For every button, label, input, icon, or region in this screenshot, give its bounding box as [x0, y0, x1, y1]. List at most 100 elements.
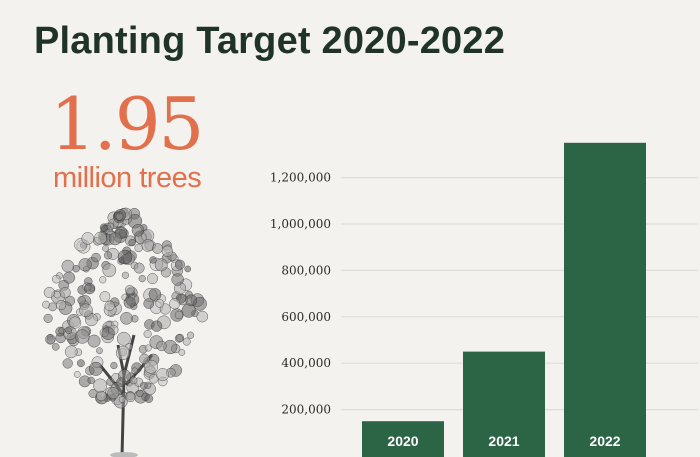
tree-leaf	[136, 389, 144, 398]
tree-leaf	[175, 259, 185, 270]
bar-2021	[463, 351, 545, 457]
tree-leaf	[61, 259, 75, 273]
tree-leaf	[171, 273, 184, 286]
tree-leaf	[45, 334, 56, 345]
tree-leaf	[178, 349, 186, 356]
tree-leaf	[144, 359, 158, 374]
tree-leaf	[196, 310, 209, 323]
bar-2020	[362, 421, 444, 457]
bar-label: 2021	[488, 433, 519, 449]
tree-leaf	[182, 337, 191, 346]
tree-illustration	[42, 207, 209, 457]
tree-leaf	[115, 345, 130, 360]
y-tick-label: 200,000	[281, 403, 331, 417]
tree-leaf	[88, 361, 103, 376]
tree-leaf	[73, 371, 81, 378]
total-trees-unit: million trees	[53, 162, 202, 194]
tree-leaf	[117, 249, 133, 265]
tree-leaf	[43, 286, 55, 299]
tree-leaf	[102, 245, 109, 252]
tree-leaf	[62, 358, 73, 369]
tree-leaf	[87, 376, 95, 384]
tree-leaf	[156, 340, 167, 352]
tree-leaf	[185, 294, 198, 307]
tree-leaf	[151, 320, 163, 332]
tree-leaf	[129, 376, 138, 385]
tree-leaf	[107, 387, 120, 400]
tree-leaf	[121, 271, 129, 279]
y-tick-label: 1,000,000	[270, 217, 331, 231]
tree-leaf	[64, 345, 78, 359]
tree-leaf	[156, 368, 170, 382]
tree-leaf	[104, 300, 115, 311]
tree-leaf	[148, 288, 162, 301]
tree-leaf	[174, 310, 184, 320]
tree-leaf	[77, 296, 86, 305]
tree-leaf	[125, 391, 136, 403]
tree-leaf	[115, 212, 124, 221]
tree-leaf	[169, 298, 181, 310]
tree-leaf	[147, 273, 158, 285]
tree-leaf	[140, 381, 148, 390]
tree-leaf	[161, 245, 173, 257]
tree-leaf	[42, 300, 50, 309]
tree-leaf	[186, 331, 195, 339]
tree-leaf	[52, 274, 61, 284]
y-tick-label: 400,000	[281, 356, 331, 370]
tree-leaf	[69, 316, 82, 329]
tree-leaf	[87, 334, 101, 348]
tree-leaf	[117, 331, 131, 346]
tree-leaf	[123, 296, 136, 309]
page-title: Planting Target 2020-2022	[34, 20, 506, 62]
tree-leaf	[91, 252, 101, 263]
bar-label: 2022	[589, 433, 620, 449]
tree-leaf	[94, 231, 107, 245]
tree-leaf	[108, 232, 122, 246]
y-tick-label: 800,000	[281, 263, 331, 277]
tree-leaf	[120, 312, 133, 325]
tree-leaf	[118, 396, 126, 403]
tree-leaf	[101, 326, 115, 340]
tree-leaf	[52, 343, 60, 351]
tree-leaf	[125, 285, 135, 295]
tree-leaf	[175, 333, 184, 342]
tree-leaf	[154, 258, 168, 272]
tree-leaf	[139, 353, 150, 365]
tree-leaf	[102, 263, 117, 278]
tree-leaf	[104, 251, 113, 260]
y-tick-label: 600,000	[281, 310, 331, 324]
tree-leaf	[78, 258, 92, 272]
tree-leaf	[116, 377, 126, 387]
tree-leaf	[144, 394, 154, 403]
tree-leaf	[43, 313, 53, 323]
tree-leaf	[96, 347, 103, 355]
tree-leaf	[93, 378, 108, 393]
tree-leaf	[149, 256, 157, 264]
tree-leaf	[77, 359, 85, 368]
tree-leaf	[143, 298, 155, 309]
tree-leaf	[128, 238, 136, 247]
bar-label: 2020	[387, 433, 418, 449]
tree-leaf	[75, 329, 90, 344]
tree-leaf	[110, 361, 118, 370]
tree-leaf	[81, 232, 94, 245]
tree-leaf	[131, 224, 145, 237]
tree-leaf	[133, 262, 145, 274]
tree-leaf	[184, 265, 191, 273]
tree-leaf	[143, 330, 152, 339]
tree-leaf	[99, 223, 108, 232]
tree-leaf	[65, 327, 73, 335]
total-trees-value: 1.95	[50, 82, 204, 166]
y-tick-label: 1,200,000	[270, 171, 331, 185]
tree-leaf	[155, 299, 164, 308]
tree-leaf	[79, 303, 93, 318]
tree-leaf	[56, 299, 67, 311]
bar-2022	[564, 142, 646, 457]
tree-leaf	[84, 283, 96, 295]
tree-leaf	[131, 367, 138, 375]
tree-leaf	[138, 274, 146, 283]
tree-leaf	[99, 291, 111, 302]
tree-leaf	[144, 344, 152, 352]
tree-leaf	[99, 276, 107, 284]
